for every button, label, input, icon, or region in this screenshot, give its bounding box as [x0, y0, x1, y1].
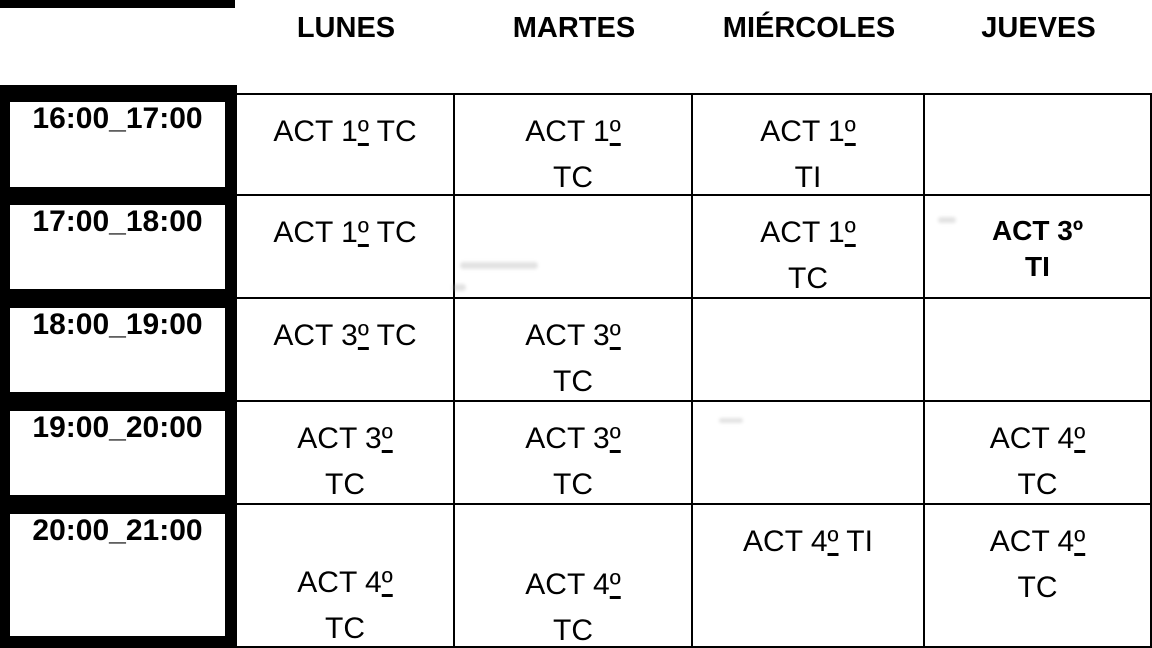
schedule-cell: ACT 1º TC: [455, 95, 693, 196]
schedule-grid: ACT 1º TC ACT 1º TC ACT 1º TI ACT 1º TC …: [237, 93, 1152, 648]
day-header-row: LUNES MARTES MIÉRCOLES JUEVES: [237, 8, 1152, 54]
day-header-miercoles: MIÉRCOLES: [722, 12, 896, 44]
schedule-cell: [925, 95, 1152, 196]
schedule-cell: [693, 299, 925, 402]
schedule-cell: ACT 4º TC: [925, 505, 1152, 648]
schedule-cell: ACT 3º TC: [237, 299, 455, 402]
time-slot-label: 20:00_21:00: [10, 514, 225, 636]
time-slot-label: 18:00_19:00: [10, 308, 225, 392]
schedule-cell: ACT 3º TC: [237, 402, 455, 505]
time-slot-label: 19:00_20:00: [10, 411, 225, 495]
schedule-cell: ACT 1º TC: [693, 196, 925, 299]
schedule-cell: ACT 3º TI: [925, 196, 1152, 299]
erased-text-artifact: [452, 284, 466, 291]
schedule-cell: ACT 4º TI: [693, 505, 925, 648]
top-bar: [0, 0, 235, 8]
schedule-cell: [693, 402, 925, 505]
day-header-lunes: LUNES: [296, 12, 396, 44]
time-slot-column: 16:00_17:00 17:00_18:00 18:00_19:00 19:0…: [0, 85, 237, 648]
erased-text-artifact: [719, 418, 743, 423]
schedule-cell: ACT 3º TC: [455, 299, 693, 402]
day-header-jueves: JUEVES: [981, 12, 1096, 44]
schedule-cell: [455, 196, 693, 299]
schedule-cell: [925, 299, 1152, 402]
erased-text-artifact: [938, 217, 956, 223]
time-slot-label: 17:00_18:00: [10, 205, 225, 289]
schedule-cell: ACT 1º TI: [693, 95, 925, 196]
schedule-cell: ACT 1º TC: [237, 95, 455, 196]
schedule-cell: ACT 4º TC: [237, 505, 455, 648]
day-header-martes: MARTES: [512, 12, 636, 44]
erased-text-artifact: [460, 262, 538, 269]
schedule-cell: ACT 4º TC: [455, 505, 693, 648]
schedule-cell: ACT 3º TC: [455, 402, 693, 505]
schedule-cell: ACT 4º TC: [925, 402, 1152, 505]
schedule-cell: ACT 1º TC: [237, 196, 455, 299]
time-slot-label: 16:00_17:00: [10, 102, 225, 187]
